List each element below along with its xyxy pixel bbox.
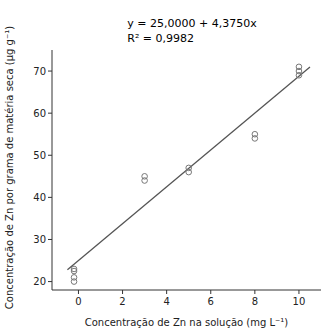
x-tick: [166, 290, 167, 294]
y-axis: [52, 50, 53, 290]
y-tick: [48, 281, 52, 282]
scatter-point: [186, 169, 192, 175]
y-tick-label: 50: [33, 150, 46, 161]
y-axis-label: Concentração de Zn por grama de matéria …: [4, 26, 15, 309]
x-tick-label: 2: [119, 296, 125, 307]
x-tick: [122, 290, 123, 294]
y-tick-label: 30: [33, 234, 46, 245]
scatter-point: [252, 136, 258, 142]
x-tick: [298, 290, 299, 294]
x-tick-label: 0: [75, 296, 81, 307]
x-tick: [78, 290, 79, 294]
x-axis: [52, 290, 321, 291]
x-axis-label: Concentração de Zn na solução (mg L⁻¹): [85, 317, 289, 328]
chart: 0 2 4 6 8 10 20 30 40 50 60 70 Concentração de Zn na…: [0, 0, 333, 335]
scatter-point: [296, 72, 302, 78]
y-tick-label: 60: [33, 108, 46, 119]
y-tick-label: 40: [33, 192, 46, 203]
y-tick: [48, 239, 52, 240]
y-tick: [48, 197, 52, 198]
y-tick: [48, 71, 52, 72]
x-tick-label: 8: [252, 296, 258, 307]
x-tick-label: 4: [163, 296, 169, 307]
x-tick: [254, 290, 255, 294]
scatter-point: [71, 279, 77, 285]
x-tick-label: 6: [208, 296, 214, 307]
plot-area: [67, 64, 310, 284]
y-tick-label: 20: [33, 276, 46, 287]
y-tick: [48, 155, 52, 156]
y-tick: [48, 113, 52, 114]
annotation: R² = 0,9982: [127, 32, 194, 45]
annotation: y = 25,0000 + 4,3750x: [127, 17, 257, 30]
regression-line: [67, 67, 310, 270]
scatter-point: [71, 268, 77, 274]
x-tick: [210, 290, 211, 294]
scatter-point: [142, 178, 148, 184]
x-tick-label: 10: [293, 296, 306, 307]
y-tick-label: 70: [33, 66, 46, 77]
